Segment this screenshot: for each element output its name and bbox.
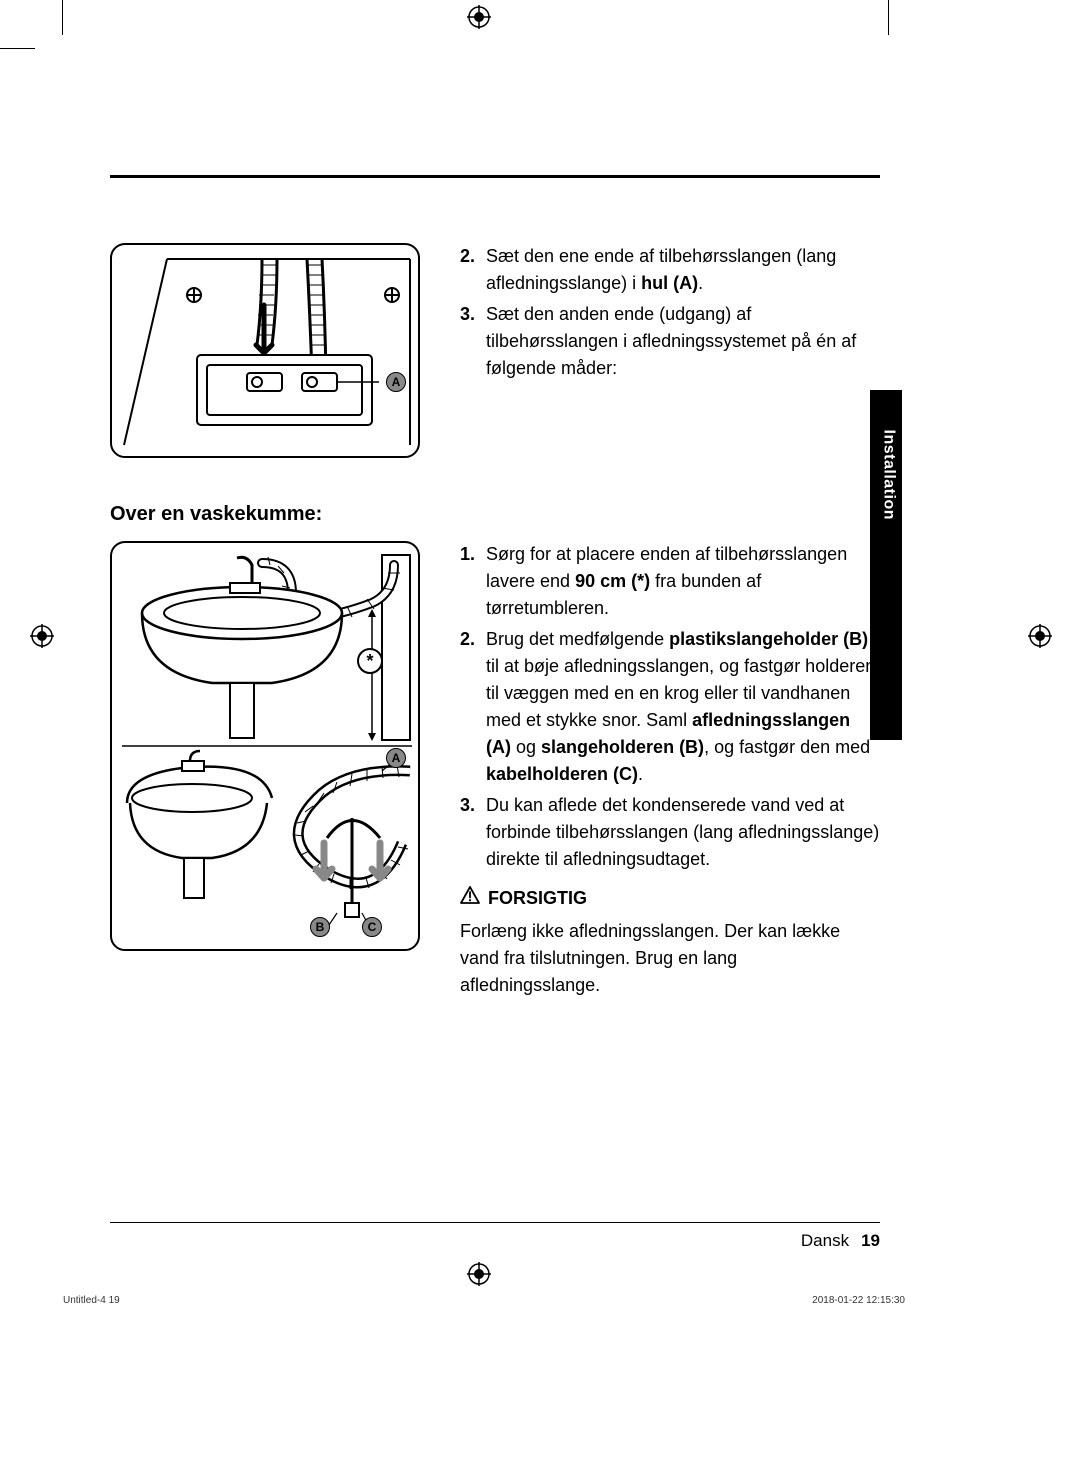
registration-mark-icon (30, 624, 54, 648)
step-item: 2. Brug det medfølgende plastikslangehol… (460, 626, 880, 788)
warning-icon (460, 885, 480, 912)
step-item: 1. Sørg for at placere enden af tilbehør… (460, 541, 880, 622)
section-tab-label: Installation (879, 430, 897, 520)
footer-rule (110, 1222, 880, 1223)
steps-list-1: 2. Sæt den ene ende af tilbehørsslangen … (460, 243, 880, 382)
step-item: 2. Sæt den ene ende af tilbehørsslangen … (460, 243, 880, 297)
caution-heading: FORSIGTIG (460, 885, 880, 912)
subheading-over-sink: Over en vaskekumme: (110, 503, 880, 526)
label-a: A (386, 748, 406, 768)
footer-text: Dansk19 (801, 1231, 880, 1251)
caution-body: Forlæng ikke afledningsslangen. Der kan … (460, 918, 880, 999)
label-b: B (310, 917, 330, 937)
step-item: 3. Sæt den anden ende (udgang) af tilbeh… (460, 301, 880, 382)
page-content: A 2. Sæt den ene ende af tilbehørsslange… (110, 175, 880, 1044)
label-star: * (357, 648, 383, 674)
label-a: A (386, 372, 406, 392)
registration-mark-icon (1028, 624, 1052, 648)
illustration-sink-drain: * A B C (110, 541, 420, 951)
label-c: C (362, 917, 382, 937)
steps-list-2: 1. Sørg for at placere enden af tilbehør… (460, 541, 880, 873)
print-meta-left: Untitled-4 19 (63, 1295, 120, 1306)
registration-mark-icon (467, 5, 491, 29)
print-meta-right: 2018-01-22 12:15:30 (812, 1295, 905, 1306)
step-item: 3. Du kan aflede det kondenserede vand v… (460, 792, 880, 873)
registration-mark-icon (467, 1262, 491, 1286)
illustration-hose-connection: A (110, 243, 420, 458)
